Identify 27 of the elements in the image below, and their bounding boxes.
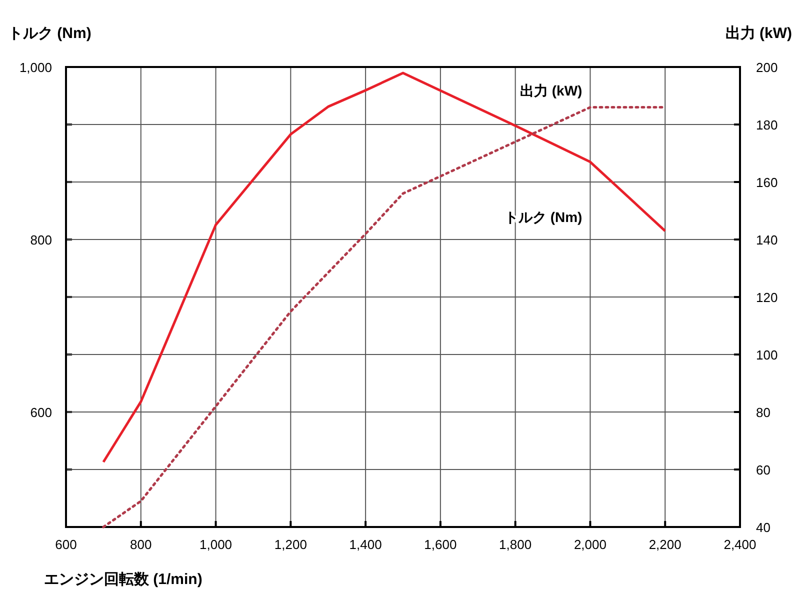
x-tick-label: 2,000 [574, 537, 606, 552]
y2-tick-label: 80 [756, 405, 770, 420]
x-tick-label: 600 [55, 537, 77, 552]
x-tick-label: 1,600 [424, 537, 457, 552]
y2-tick-label: 180 [756, 118, 778, 132]
y2-axis-title: 出力 (kW) [725, 25, 792, 42]
x-tick-label: 1,000 [200, 537, 232, 552]
y-tick-label: 800 [30, 232, 52, 248]
x-tick-label: 2,400 [724, 537, 756, 552]
y2-tick-label: 60 [756, 462, 770, 478]
x-tick-label: 800 [130, 537, 152, 552]
x-tick-label: 1,200 [274, 537, 307, 552]
y2-tick-label: 120 [756, 290, 778, 305]
y2-tick-label: 100 [756, 348, 778, 362]
x-tick-label: 1,400 [349, 537, 382, 552]
y-axis-title: トルク (Nm) [8, 25, 92, 42]
y2-tick-label: 140 [756, 232, 778, 248]
y2-tick-label: 160 [756, 175, 778, 190]
y-tick-label: 600 [30, 405, 52, 420]
x-tick-label: 2,200 [648, 537, 682, 552]
y2-tick-label: 40 [756, 520, 770, 535]
x-tick-label: 1,800 [499, 537, 532, 552]
y-tick-label: 1,000 [19, 60, 52, 75]
x-axis-title: エンジン回転数 (1/min) [44, 571, 202, 588]
y2-tick-label: 200 [756, 60, 778, 75]
series-label: 出力 (kW) [520, 82, 582, 98]
line-series [102, 72, 666, 464]
